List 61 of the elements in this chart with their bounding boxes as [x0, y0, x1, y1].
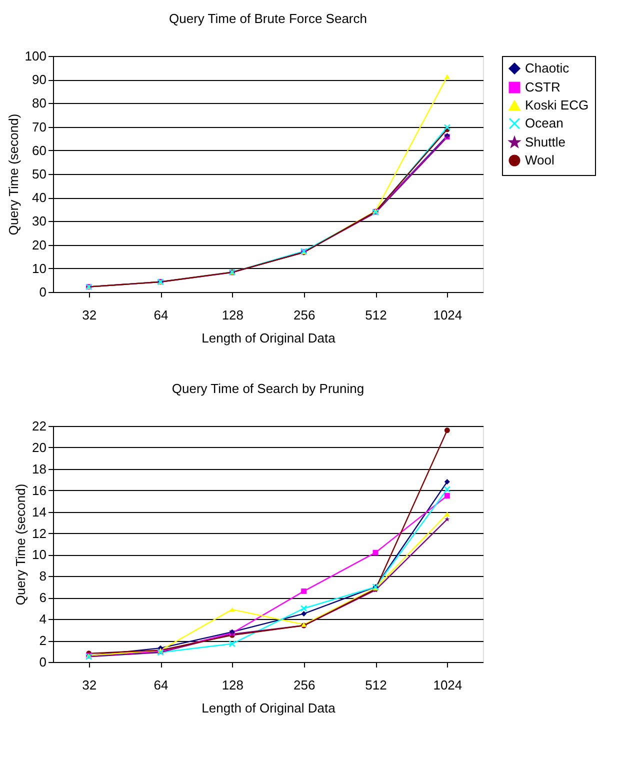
- point: [301, 588, 307, 594]
- x-axis-title: Length of Original Data: [202, 700, 336, 716]
- point: [444, 479, 450, 485]
- y-tick-label: 4: [39, 612, 46, 627]
- y-axis-title: Query Time (second): [13, 484, 28, 606]
- point: [228, 640, 236, 648]
- chart-title: Query Time of Search by Pruning: [172, 381, 364, 396]
- x-tick-label: 64: [154, 678, 168, 692]
- y-tick-label: 90: [32, 72, 46, 88]
- y-tick-label: 0: [39, 654, 46, 670]
- x-tick-label: 128: [222, 678, 244, 692]
- point: [444, 516, 450, 522]
- legend-label: Ocean: [525, 116, 564, 130]
- y-tick-label: 100: [24, 48, 46, 64]
- legend-label: Wool: [525, 152, 554, 168]
- y-tick-label: 2: [39, 633, 46, 648]
- y-tick-label: 0: [39, 284, 46, 300]
- y-tick-label: 6: [39, 590, 46, 606]
- point: [301, 610, 307, 616]
- x-tick-label: 256: [293, 678, 316, 692]
- y-tick-label: 40: [32, 190, 46, 206]
- x-tick-label: 512: [365, 678, 387, 692]
- x-tick-label: 32: [82, 308, 97, 322]
- x-tick-label: 1024: [433, 308, 462, 322]
- y-tick-label: 22: [32, 418, 46, 434]
- x-tick-label: 32: [82, 678, 97, 692]
- y-tick-label: 50: [32, 166, 46, 182]
- point: [444, 124, 451, 131]
- x-tick-label: 128: [222, 308, 244, 322]
- legend-label: Shuttle: [525, 134, 566, 150]
- point: [372, 550, 378, 556]
- y-tick-label: 16: [32, 482, 46, 498]
- point: [229, 607, 235, 612]
- point: [444, 512, 450, 516]
- x-tick-label: 512: [365, 308, 387, 322]
- y-axis-title: Query Time (second): [6, 114, 21, 236]
- legend-label: CSTR: [525, 80, 560, 94]
- x-tick-label: 256: [293, 308, 316, 322]
- y-tick-label: 60: [32, 142, 46, 158]
- point: [444, 428, 450, 434]
- y-tick-label: 20: [32, 440, 46, 455]
- y-tick-label: 30: [32, 214, 46, 229]
- legend-label: Koski ECG: [525, 98, 589, 112]
- y-tick-label: 8: [39, 568, 46, 584]
- y-tick-label: 70: [32, 119, 46, 134]
- y-tick-label: 10: [32, 260, 46, 276]
- y-tick-label: 20: [32, 237, 46, 252]
- y-tick-label: 10: [32, 547, 46, 562]
- point: [444, 74, 450, 79]
- legend-label: Chaotic: [525, 60, 570, 76]
- y-tick-label: 18: [32, 461, 46, 476]
- y-tick-label: 14: [32, 504, 46, 520]
- y-tick-label: 12: [32, 526, 46, 541]
- x-axis-title: Length of Original Data: [202, 330, 336, 346]
- point: [444, 486, 451, 493]
- x-tick-label: 1024: [433, 678, 462, 692]
- point: [300, 604, 308, 612]
- x-tick-label: 64: [154, 308, 168, 322]
- point: [444, 492, 450, 498]
- chart-title: Query Time of Brute Force Search: [169, 11, 367, 26]
- y-tick-label: 80: [32, 96, 46, 111]
